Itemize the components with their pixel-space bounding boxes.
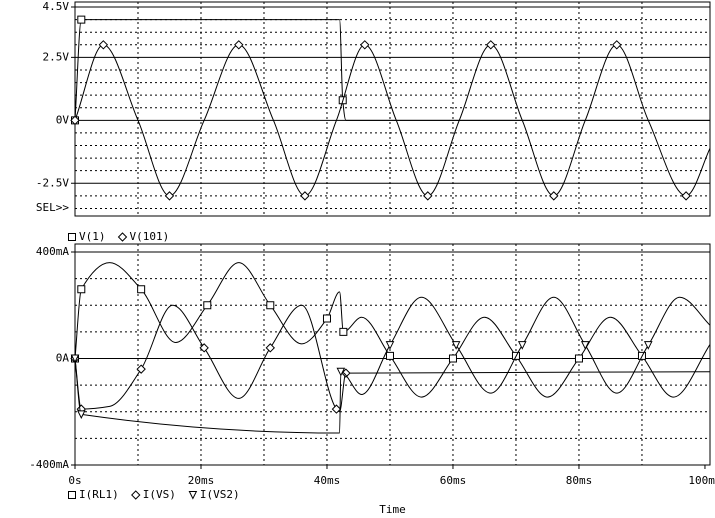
trace-marker: [331, 404, 342, 414]
trace-marker: [549, 191, 559, 201]
trace-marker: [98, 40, 109, 50]
trace-marker: [486, 40, 496, 50]
x-tick-label: 40ms: [314, 474, 341, 487]
y-tick-label: 4.5V: [43, 0, 70, 13]
trace-marker: [681, 191, 691, 201]
trace-marker: [612, 40, 622, 50]
trace-marker: [199, 343, 209, 353]
trace-marker: [77, 15, 86, 24]
y-tick-label: 0A: [56, 351, 70, 364]
legend-label: I(RL1): [79, 488, 119, 501]
trace-marker: [360, 40, 370, 50]
legend-symbol: [117, 232, 128, 242]
trace-marker: [234, 40, 244, 50]
trace-marker: [70, 115, 80, 126]
trace-marker: [336, 367, 346, 377]
x-tick-label: 0s: [68, 474, 81, 487]
trace-marker: [339, 327, 348, 336]
trace-marker: [164, 191, 175, 201]
y-tick-label: 2.5V: [43, 50, 70, 63]
trace-marker: [77, 285, 86, 294]
trace-marker: [385, 351, 394, 360]
trace-marker: [266, 301, 275, 310]
trace-marker: [451, 341, 461, 350]
legend-label: I(VS2): [200, 488, 240, 501]
trace-marker: [341, 368, 351, 378]
trace-marker: [423, 191, 433, 201]
x-tick-label: 100ms: [688, 474, 715, 487]
legend-symbol: [68, 233, 76, 241]
trace-marker: [322, 314, 331, 323]
trace-marker: [385, 341, 395, 350]
trace-marker: [70, 354, 80, 364]
trace-marker: [517, 341, 527, 350]
trace: [75, 262, 710, 398]
trace: [75, 44, 710, 197]
trace-marker: [137, 285, 146, 294]
trace-marker: [448, 354, 457, 363]
legend-symbol: [131, 490, 141, 500]
legend-label: V(1): [79, 230, 106, 243]
legend-label: V(101): [130, 230, 170, 243]
trace-marker: [574, 354, 583, 363]
x-tick-label: 20ms: [188, 474, 215, 487]
trace-marker: [643, 341, 653, 350]
trace-marker: [580, 341, 590, 350]
trace-marker: [300, 191, 310, 201]
x-axis-title: Time: [379, 503, 406, 516]
sel-marker: SEL>>: [36, 201, 69, 214]
trace-marker: [265, 343, 275, 353]
y-tick-label: -2.5V: [36, 176, 69, 189]
x-tick-label: 80ms: [566, 474, 593, 487]
y-tick-label: 0V: [56, 113, 70, 126]
legend-symbol: [68, 491, 76, 499]
legend-symbol: [188, 491, 198, 500]
legend-label: I(VS): [143, 488, 176, 501]
plot-frame: [74, 1, 711, 217]
x-tick-label: 60ms: [440, 474, 467, 487]
y-tick-label: -400mA: [29, 458, 69, 471]
trace-marker: [76, 410, 86, 420]
y-tick-label: 400mA: [36, 245, 69, 258]
trace-marker: [136, 364, 146, 374]
trace-marker: [203, 301, 212, 310]
